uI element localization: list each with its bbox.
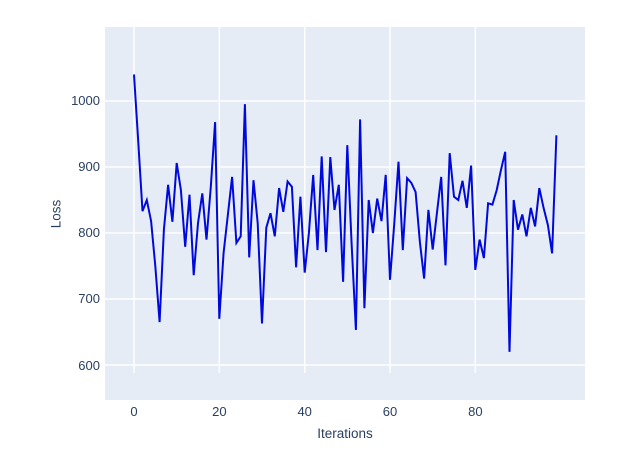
y-axis-title: Loss [48,199,64,229]
x-tick-label: 60 [382,404,398,419]
y-tick-label: 700 [78,291,100,307]
y-tick-label: 1000 [71,93,100,109]
x-tick-label: 40 [297,404,312,419]
loss-line [133,74,558,352]
x-tick-label: 20 [212,404,227,419]
x-tick-label: 0 [130,404,138,419]
y-tick-label: 600 [78,357,100,373]
y-tick-label: 800 [78,225,100,241]
x-axis-title: Iterations [317,426,373,441]
x-tick-label: 80 [468,404,483,419]
y-tick-label: 900 [78,159,100,175]
